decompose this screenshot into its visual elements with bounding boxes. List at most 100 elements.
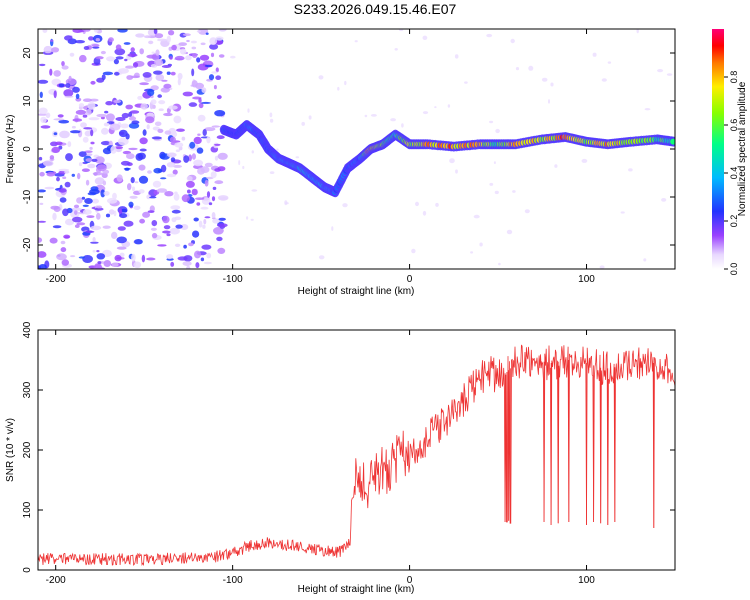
heatmap-noise-blob [174,55,185,61]
heatmap-noise-blob [344,80,347,86]
heatmap-noise-blob [177,72,183,80]
heatmap-noise-blob [53,118,65,121]
heatmap-noise-blob [130,110,140,114]
heatmap-noise-blob [62,176,67,179]
heatmap-noise-blob [38,251,47,258]
heatmap-noise-blob [58,170,66,175]
heatmap-noise-blob [636,29,639,34]
heatmap-noise-blob [69,52,75,57]
heatmap-noise-blob [119,131,125,135]
heatmap-x-tick-label: -200 [46,274,66,285]
heatmap-noise-blob [193,136,202,145]
heatmap-noise-blob [84,150,93,153]
heatmap-noise-blob [130,47,135,52]
heatmap-noise-blob [454,54,459,59]
heatmap-noise-blob [135,153,144,161]
heatmap-noise-blob [92,237,96,242]
heatmap-noise-blob [301,121,306,126]
heatmap-noise-blob [191,46,197,50]
heatmap-noise-blob [203,261,212,265]
heatmap-noise-blob [94,177,105,185]
heatmap-noise-blob [91,158,98,162]
heatmap-noise-blob [199,54,210,61]
heatmap-noise-blob [84,130,92,137]
heatmap-noise-blob [72,118,83,122]
heatmap-noise-blob [230,55,236,59]
heatmap-noise-blob [169,227,180,235]
heatmap-noise-blob [162,230,171,234]
heatmap-noise-blob [550,82,554,87]
heatmap-noise-blob [92,172,103,176]
heatmap-noise-blob [394,48,398,51]
heatmap-noise-blob [117,226,126,231]
heatmap-noise-blob [205,32,209,35]
heatmap-noise-blob [209,37,218,45]
heatmap-noise-blob [194,250,201,259]
heatmap-noise-blob [216,236,223,242]
heatmap-noise-blob [188,242,194,247]
heatmap-x-tick-label: -100 [223,274,243,285]
heatmap-noise-blob [415,201,419,207]
heatmap-noise-blob [495,128,500,134]
heatmap-noise-blob [70,130,81,134]
heatmap-noise-blob [170,71,176,76]
heatmap-noise-blob [661,198,667,202]
heatmap-noise-blob [171,44,177,51]
heatmap-ridge-layer [219,120,675,198]
heatmap-noise-blob [128,201,134,208]
heatmap-noise-blob [127,183,132,191]
colorbar-tick-label: 0.2 [729,215,739,228]
heatmap-noise-blob [364,114,368,118]
heatmap-noise-blob [200,166,210,174]
heatmap-noise-blob [105,113,115,122]
heatmap-noise-blob [506,229,513,235]
heatmap-noise-blob [50,39,54,42]
colorbar-tick-label: 0.8 [729,71,739,84]
heatmap-noise-blob [479,242,483,247]
heatmap-noise-blob [133,261,142,269]
heatmap-noise-blob [206,176,214,180]
heatmap-noise-blob [39,63,46,67]
snr-x-tick-label: 100 [578,575,595,586]
heatmap-noise-blob [204,64,213,68]
heatmap-noise-blob [192,230,200,238]
heatmap-noise-blob [204,216,211,219]
heatmap-noise-blob [164,191,174,197]
heatmap-noise-blob [59,197,67,203]
heatmap-noise-blob [108,209,115,215]
heatmap-noise-blob [114,254,122,262]
heatmap-noise-blob [90,129,94,137]
heatmap-noise-blob [100,189,106,198]
heatmap-noise-blob [119,213,128,219]
heatmap-noise-blob [247,108,250,113]
heatmap-noise-blob [83,127,93,130]
heatmap-noise-blob [208,202,213,206]
heatmap-noise-blob [203,218,207,225]
heatmap-noise-blob [62,208,69,217]
heatmap-noise-blob [38,156,43,161]
heatmap-noise-blob [97,261,102,265]
heatmap-noise-blob [151,220,158,227]
heatmap-noise-blob [71,207,82,211]
heatmap-noise-blob [160,164,167,173]
heatmap-noise-blob [486,33,493,38]
heatmap-noise-blob [75,109,87,115]
heatmap-noise-blob [65,218,74,226]
heatmap-noise-blob [211,71,218,74]
heatmap-noise-blob [200,206,209,210]
heatmap-noise-blob [90,186,99,192]
heatmap-noise-blob [169,56,173,60]
snr-y-label: SNR (10 * v/v) [5,418,16,482]
heatmap-noise-blob [114,146,123,150]
heatmap-noise-blob [100,141,111,146]
heatmap-noise-blob [61,259,69,266]
heatmap-noise-blob [50,205,60,210]
heatmap-x-tick-label: 100 [578,274,595,285]
heatmap-noise-blob [64,236,70,239]
heatmap-noise-blob [58,83,65,88]
heatmap-noise-blob [139,48,144,55]
heatmap-noise-blob [89,146,93,150]
heatmap-noise-blob [124,167,130,171]
heatmap-noise-blob [65,153,73,162]
snr-y-tick-label: 400 [22,321,33,338]
